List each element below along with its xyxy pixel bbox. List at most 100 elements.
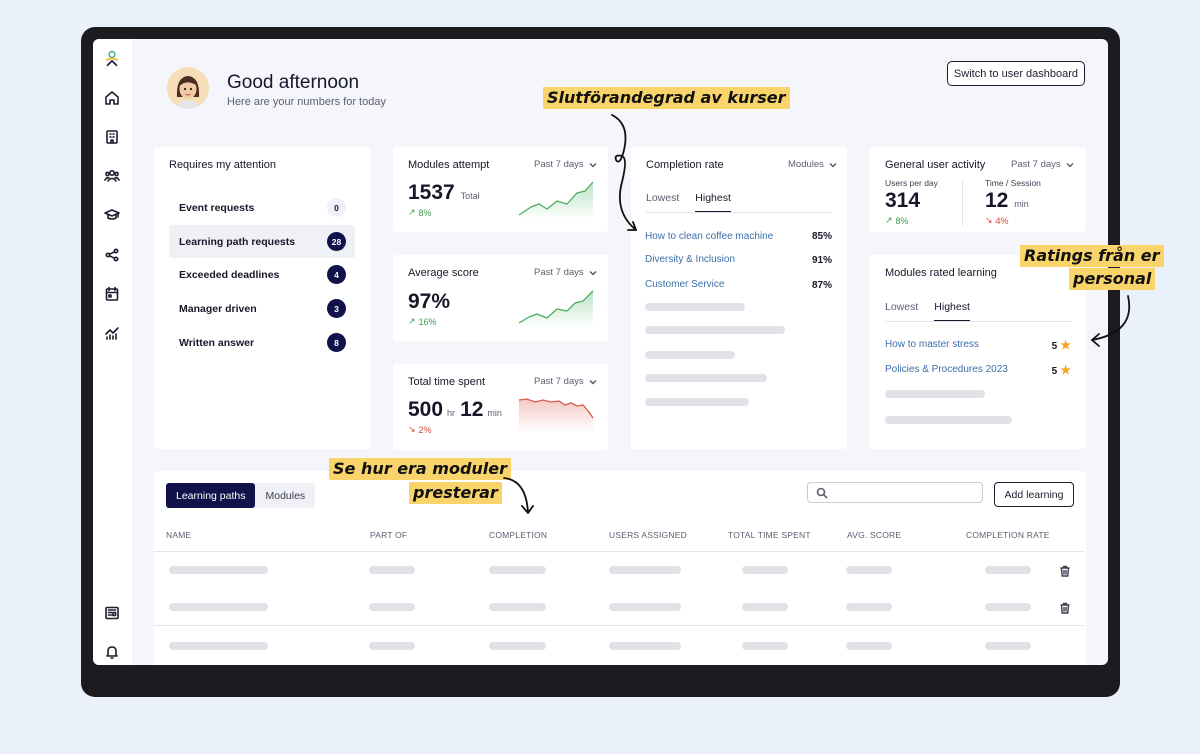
column-header-avg-score[interactable]: AVG. SCORE xyxy=(847,530,902,540)
total-time-card: Total time spent Past 7 days 500 hr 12 min … xyxy=(393,364,608,450)
table-row-skeleton xyxy=(489,603,546,611)
period-select[interactable]: Past 7 days xyxy=(534,267,597,278)
calendar-icon[interactable] xyxy=(102,284,122,304)
tab-divider xyxy=(646,212,832,213)
average-score-card: Average score Past 7 days 97% ↗ 16% xyxy=(393,255,608,341)
attention-item-manager-driven[interactable]: Manager driven 3 xyxy=(169,292,355,325)
greeting-subtitle: Here are your numbers for today xyxy=(227,96,386,108)
delta-value: 8% xyxy=(418,207,432,218)
search-input[interactable] xyxy=(807,482,983,503)
skeleton-placeholder xyxy=(645,398,749,406)
trend-delta: ↗ 16% xyxy=(408,316,437,327)
rated-learning-title: Modules rated learning xyxy=(885,267,997,279)
period-select[interactable]: Past 7 days xyxy=(534,376,597,387)
period-label: Past 7 days xyxy=(1011,159,1061,170)
share-icon[interactable] xyxy=(102,245,122,265)
skeleton-placeholder xyxy=(885,390,985,398)
completion-item-link[interactable]: How to clean coffee machine xyxy=(645,231,774,242)
period-select[interactable]: Past 7 days xyxy=(534,159,597,170)
attention-item-learning-path-requests[interactable]: Learning path requests 28 xyxy=(169,225,355,258)
annotation-modules-line1: Se hur era moduler xyxy=(329,458,512,480)
table-row-skeleton xyxy=(169,642,268,650)
table-row-skeleton xyxy=(169,566,268,574)
rated-tabs: Lowest Highest xyxy=(885,301,970,322)
period-label: Past 7 days xyxy=(534,376,584,387)
average-score-value: 97% xyxy=(408,290,451,313)
search-icon xyxy=(816,487,828,499)
annotation-arrow xyxy=(611,114,637,231)
total-time-value: 500 hr 12 min xyxy=(408,398,502,421)
table-row-skeleton xyxy=(846,642,892,650)
modules-attempt-title: Modules attempt xyxy=(408,159,490,171)
completion-rate-card: Completion rate Modules Lowest Highest H… xyxy=(631,147,847,449)
graduation-cap-icon[interactable] xyxy=(102,205,122,225)
trend-down-icon: ↘ xyxy=(985,215,993,225)
trend-up-icon: ↗ xyxy=(408,207,416,217)
column-header-users-assigned[interactable]: USERS ASSIGNED xyxy=(609,530,687,540)
tab-lowest[interactable]: Lowest xyxy=(885,301,919,313)
completion-item-link[interactable]: Diversity & Inclusion xyxy=(645,254,736,265)
skeleton-placeholder xyxy=(645,351,735,359)
attention-item-exceeded-deadlines[interactable]: Exceeded deadlines 4 xyxy=(169,258,355,291)
attention-item-event-requests[interactable]: Event requests 0 xyxy=(169,191,355,224)
rating-value: 5 ★ xyxy=(1051,363,1071,377)
tab-divider xyxy=(885,321,1071,322)
attention-item-label: Written answer xyxy=(179,336,255,349)
column-header-part-of[interactable]: PART OF xyxy=(370,530,408,540)
column-header-name[interactable]: NAME xyxy=(166,530,192,540)
period-select[interactable]: Past 7 days xyxy=(1011,159,1074,170)
filter-select[interactable]: Modules xyxy=(788,159,837,170)
switch-dashboard-button[interactable]: Switch to user dashboard xyxy=(947,61,1085,86)
table-row-skeleton xyxy=(742,642,788,650)
tab-highest[interactable]: Highest xyxy=(695,192,731,213)
table-row-skeleton xyxy=(369,566,415,574)
users-icon[interactable] xyxy=(102,166,122,186)
user-activity-title: General user activity xyxy=(885,159,986,171)
table-header-divider xyxy=(154,551,1084,552)
star-icon: ★ xyxy=(1060,363,1071,377)
column-header-completion[interactable]: COMPLETION xyxy=(489,530,548,540)
column-header-completion-rate[interactable]: COMPLETION RATE xyxy=(966,530,1050,540)
annotation-arrow xyxy=(1091,295,1131,347)
attention-card: Requires my attention Event requests 0 L… xyxy=(154,147,370,449)
home-icon[interactable] xyxy=(102,88,122,108)
column-header-total-time[interactable]: TOTAL TIME SPENT xyxy=(728,530,811,540)
bell-icon[interactable] xyxy=(102,642,122,662)
sparkline-chart xyxy=(518,398,594,432)
modules-attempt-value: 1537 Total xyxy=(408,181,480,204)
tab-modules[interactable]: Modules xyxy=(265,489,306,502)
rated-learning-card: Modules rated learning Lowest Highest Ho… xyxy=(870,255,1086,449)
completion-item-link[interactable]: Customer Service xyxy=(645,279,725,290)
trash-icon[interactable] xyxy=(1059,601,1071,614)
value-unit: min xyxy=(1014,199,1029,209)
table-row-skeleton xyxy=(609,566,681,574)
building-icon[interactable] xyxy=(102,127,122,147)
sidebar xyxy=(93,39,132,665)
filter-label: Modules xyxy=(788,159,824,170)
completion-item-value: 87% xyxy=(811,280,832,291)
attention-item-label: Manager driven xyxy=(179,302,257,315)
attention-item-label: Event requests xyxy=(179,201,255,214)
newspaper-icon[interactable] xyxy=(102,603,122,623)
rated-item-link[interactable]: How to master stress xyxy=(885,339,979,350)
chevron-down-icon xyxy=(589,161,597,169)
tab-highest[interactable]: Highest xyxy=(934,301,970,322)
trash-icon[interactable] xyxy=(1059,564,1071,577)
attention-item-written-answer[interactable]: Written answer 8 xyxy=(169,326,355,359)
row-divider xyxy=(154,625,1084,626)
trend-up-icon: ↗ xyxy=(408,316,416,326)
chevron-down-icon xyxy=(589,378,597,386)
rated-item-link[interactable]: Policies & Procedures 2023 xyxy=(885,364,1008,375)
table-row-skeleton xyxy=(369,603,415,611)
user-activity-card: General user activity Past 7 days Users … xyxy=(870,147,1086,232)
delta-value: 16% xyxy=(418,316,437,327)
divider xyxy=(962,180,963,226)
add-learning-button[interactable]: Add learning xyxy=(994,482,1074,507)
annotation-arrow xyxy=(503,477,534,514)
tab-lowest[interactable]: Lowest xyxy=(646,192,680,204)
logo-icon[interactable] xyxy=(102,49,122,69)
annotation-ratings-line1: Ratings från er xyxy=(1020,245,1164,267)
users-per-day-value: 314 xyxy=(885,189,921,212)
analytics-icon[interactable] xyxy=(102,323,122,343)
tab-learning-paths[interactable]: Learning paths xyxy=(166,483,256,508)
